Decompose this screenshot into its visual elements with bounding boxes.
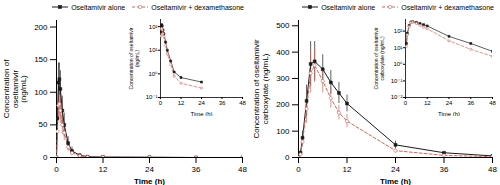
svg-text:Time (h): Time (h) [438, 111, 460, 117]
svg-text:400: 400 [276, 48, 290, 57]
svg-text:150: 150 [34, 55, 48, 64]
svg-text:48: 48 [488, 165, 497, 174]
svg-text:36: 36 [219, 100, 226, 106]
svg-text:48: 48 [238, 165, 247, 174]
html-text:Oseltamivir alone: Oseltamivir alone [71, 3, 126, 11]
svg-text:Time (h): Time (h) [134, 177, 165, 185]
svg-text:0: 0 [296, 165, 301, 174]
svg-text:200: 200 [276, 100, 290, 109]
svg-text:36: 36 [192, 165, 201, 174]
svg-text:Time (h): Time (h) [380, 177, 411, 185]
svg-text:24: 24 [198, 100, 205, 106]
svg-text:200: 200 [34, 23, 48, 32]
svg-text:36: 36 [467, 100, 474, 106]
svg-text:48: 48 [239, 100, 246, 106]
svg-text:12: 12 [343, 165, 352, 174]
svg-text:Concentration of oseltamivirca: Concentration of oseltamivircarboxylate … [373, 27, 385, 89]
html-text:Oseltamivir + dexamethasone: Oseltamivir + dexamethasone [401, 3, 494, 11]
svg-text:10¹: 10¹ [394, 45, 403, 51]
svg-text:24: 24 [145, 165, 154, 174]
svg-text:24: 24 [391, 165, 400, 174]
svg-text:36: 36 [440, 165, 449, 174]
svg-text:100: 100 [34, 88, 48, 97]
svg-text:Concentration of oseltamivir(n: Concentration of oseltamivir(ng/mL) [128, 27, 140, 89]
svg-text:0: 0 [54, 165, 59, 174]
svg-text:Time (h): Time (h) [190, 111, 212, 117]
svg-text:10⁻¹: 10⁻¹ [146, 94, 158, 100]
svg-text:500: 500 [276, 21, 290, 30]
svg-text:300: 300 [276, 74, 290, 83]
svg-text:10⁻¹: 10⁻¹ [391, 78, 403, 84]
svg-text:10⁻²: 10⁻² [391, 94, 403, 100]
svg-text:0: 0 [159, 100, 163, 106]
svg-text:0: 0 [43, 153, 48, 162]
svg-text:10²: 10² [394, 28, 403, 34]
svg-text:10⁰: 10⁰ [148, 71, 158, 77]
svg-text:12: 12 [178, 100, 185, 106]
html-text:Oseltamivir + dexamethasone: Oseltamivir + dexamethasone [151, 3, 244, 11]
svg-text:10¹: 10¹ [149, 47, 158, 53]
svg-text:48: 48 [489, 100, 496, 106]
svg-text:100: 100 [276, 127, 290, 136]
svg-text:10⁰: 10⁰ [393, 61, 403, 67]
html-text:Oseltamivir alone: Oseltamivir alone [321, 3, 376, 11]
svg-text:10²: 10² [149, 24, 158, 30]
svg-text:Concentration of oseltamivirca: Concentration of oseltamivircarboxylate … [252, 39, 270, 138]
svg-text:0: 0 [285, 153, 290, 162]
svg-text:24: 24 [446, 100, 453, 106]
svg-text:0: 0 [404, 100, 408, 106]
svg-text:12: 12 [99, 165, 108, 174]
svg-text:50: 50 [39, 120, 48, 129]
svg-text:12: 12 [424, 100, 431, 106]
svg-text:Concentration ofoseltamivir(ng: Concentration ofoseltamivir(ng/mL) [2, 59, 29, 118]
